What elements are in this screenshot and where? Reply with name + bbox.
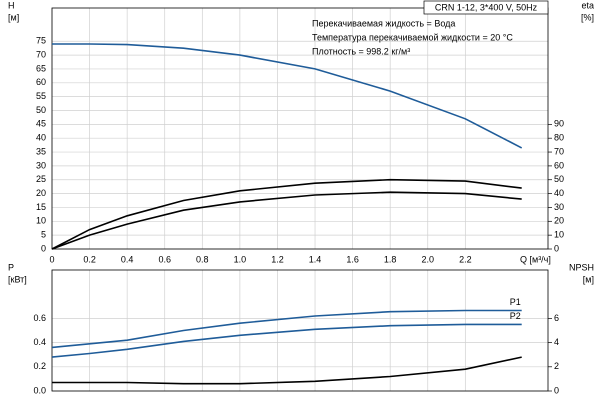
x-tick-label: 0.2	[83, 254, 96, 264]
x-tick-label: 0.4	[121, 254, 134, 264]
y2-tick-label: 20	[554, 216, 564, 226]
y-tick-label: 55	[36, 91, 46, 101]
y-tick-label: 10	[36, 216, 46, 226]
y-tick-label: 0.4	[33, 337, 46, 347]
y2-tick-label: 60	[554, 160, 564, 170]
y-axis-unit: [м]	[8, 12, 19, 22]
x-tick-label: 1.2	[271, 254, 284, 264]
y-tick-label: 65	[36, 63, 46, 73]
x-tick-label: 0	[49, 254, 54, 264]
y2-tick-label: 0	[554, 385, 559, 395]
y-tick-label: 15	[36, 202, 46, 212]
title-box	[423, 0, 549, 15]
curve	[52, 356, 522, 385]
y-axis-unit: [кВт]	[8, 274, 27, 284]
y2-tick-label: 80	[554, 133, 564, 143]
y-axis-label: H	[8, 0, 15, 10]
y-tick-label: 0.0	[33, 385, 46, 395]
annotation: Плотность = 998.2 кг/м³	[312, 46, 410, 56]
x-axis-label: Q [м³/ч]	[520, 254, 551, 264]
y2-tick-label: 10	[554, 230, 564, 240]
x-tick-label: 1.4	[309, 254, 322, 264]
y-axis-label: P	[8, 262, 14, 272]
x-tick-label: 2.2	[459, 254, 472, 264]
y2-axis-unit: [%]	[581, 12, 594, 22]
y2-tick-label: 30	[554, 202, 564, 212]
y2-tick-label: 40	[554, 188, 564, 198]
plot-frame	[51, 269, 549, 392]
y-tick-label: 40	[36, 133, 46, 143]
y-tick-label: 0.6	[33, 313, 46, 323]
plot-frame	[51, 7, 549, 250]
x-tick-label: 2.0	[421, 254, 434, 264]
x-tick-label: 0.8	[196, 254, 209, 264]
curve	[51, 178, 522, 250]
y-tick-label: 0.2	[33, 361, 46, 371]
y-tick-label: 45	[36, 119, 46, 129]
y2-tick-label: 6	[554, 313, 559, 323]
y-tick-label: 5	[41, 230, 46, 240]
y2-axis-unit: [м]	[583, 274, 594, 284]
chart-title: CRN 1-12, 3*400 V, 50Hz	[435, 2, 538, 12]
curve	[51, 309, 522, 349]
x-tick-label: 1.6	[346, 254, 359, 264]
curve	[51, 191, 522, 250]
y-tick-label: 75	[36, 36, 46, 46]
x-tick-label: 1.0	[234, 254, 247, 264]
annotation: Температура перекачиваемой жидкости = 20…	[312, 32, 513, 42]
curve	[52, 43, 523, 149]
y2-axis-label: NPSH	[569, 262, 594, 272]
y2-tick-label: 90	[554, 119, 564, 129]
curve	[51, 323, 522, 358]
curve-label: P1	[510, 297, 521, 307]
y-tick-label: 20	[36, 188, 46, 198]
y2-tick-label: 50	[554, 174, 564, 184]
y-tick-label: 25	[36, 174, 46, 184]
x-tick-label: 0.6	[158, 254, 171, 264]
y-tick-label: 70	[36, 49, 46, 59]
annotation: Перекачиваемая жидкость = Вода	[312, 18, 455, 28]
y2-tick-label: 0	[554, 243, 559, 253]
curve-label: P2	[510, 311, 521, 321]
x-tick-label: 1.8	[384, 254, 397, 264]
y-tick-label: 60	[36, 77, 46, 87]
y-tick-label: 35	[36, 146, 46, 156]
y-tick-label: 30	[36, 160, 46, 170]
y2-tick-label: 4	[554, 337, 559, 347]
y2-axis-label: eta	[581, 0, 594, 10]
y2-tick-label: 2	[554, 361, 559, 371]
y-tick-label: 0	[41, 243, 46, 253]
y-tick-label: 50	[36, 105, 46, 115]
y2-tick-label: 70	[554, 146, 564, 156]
